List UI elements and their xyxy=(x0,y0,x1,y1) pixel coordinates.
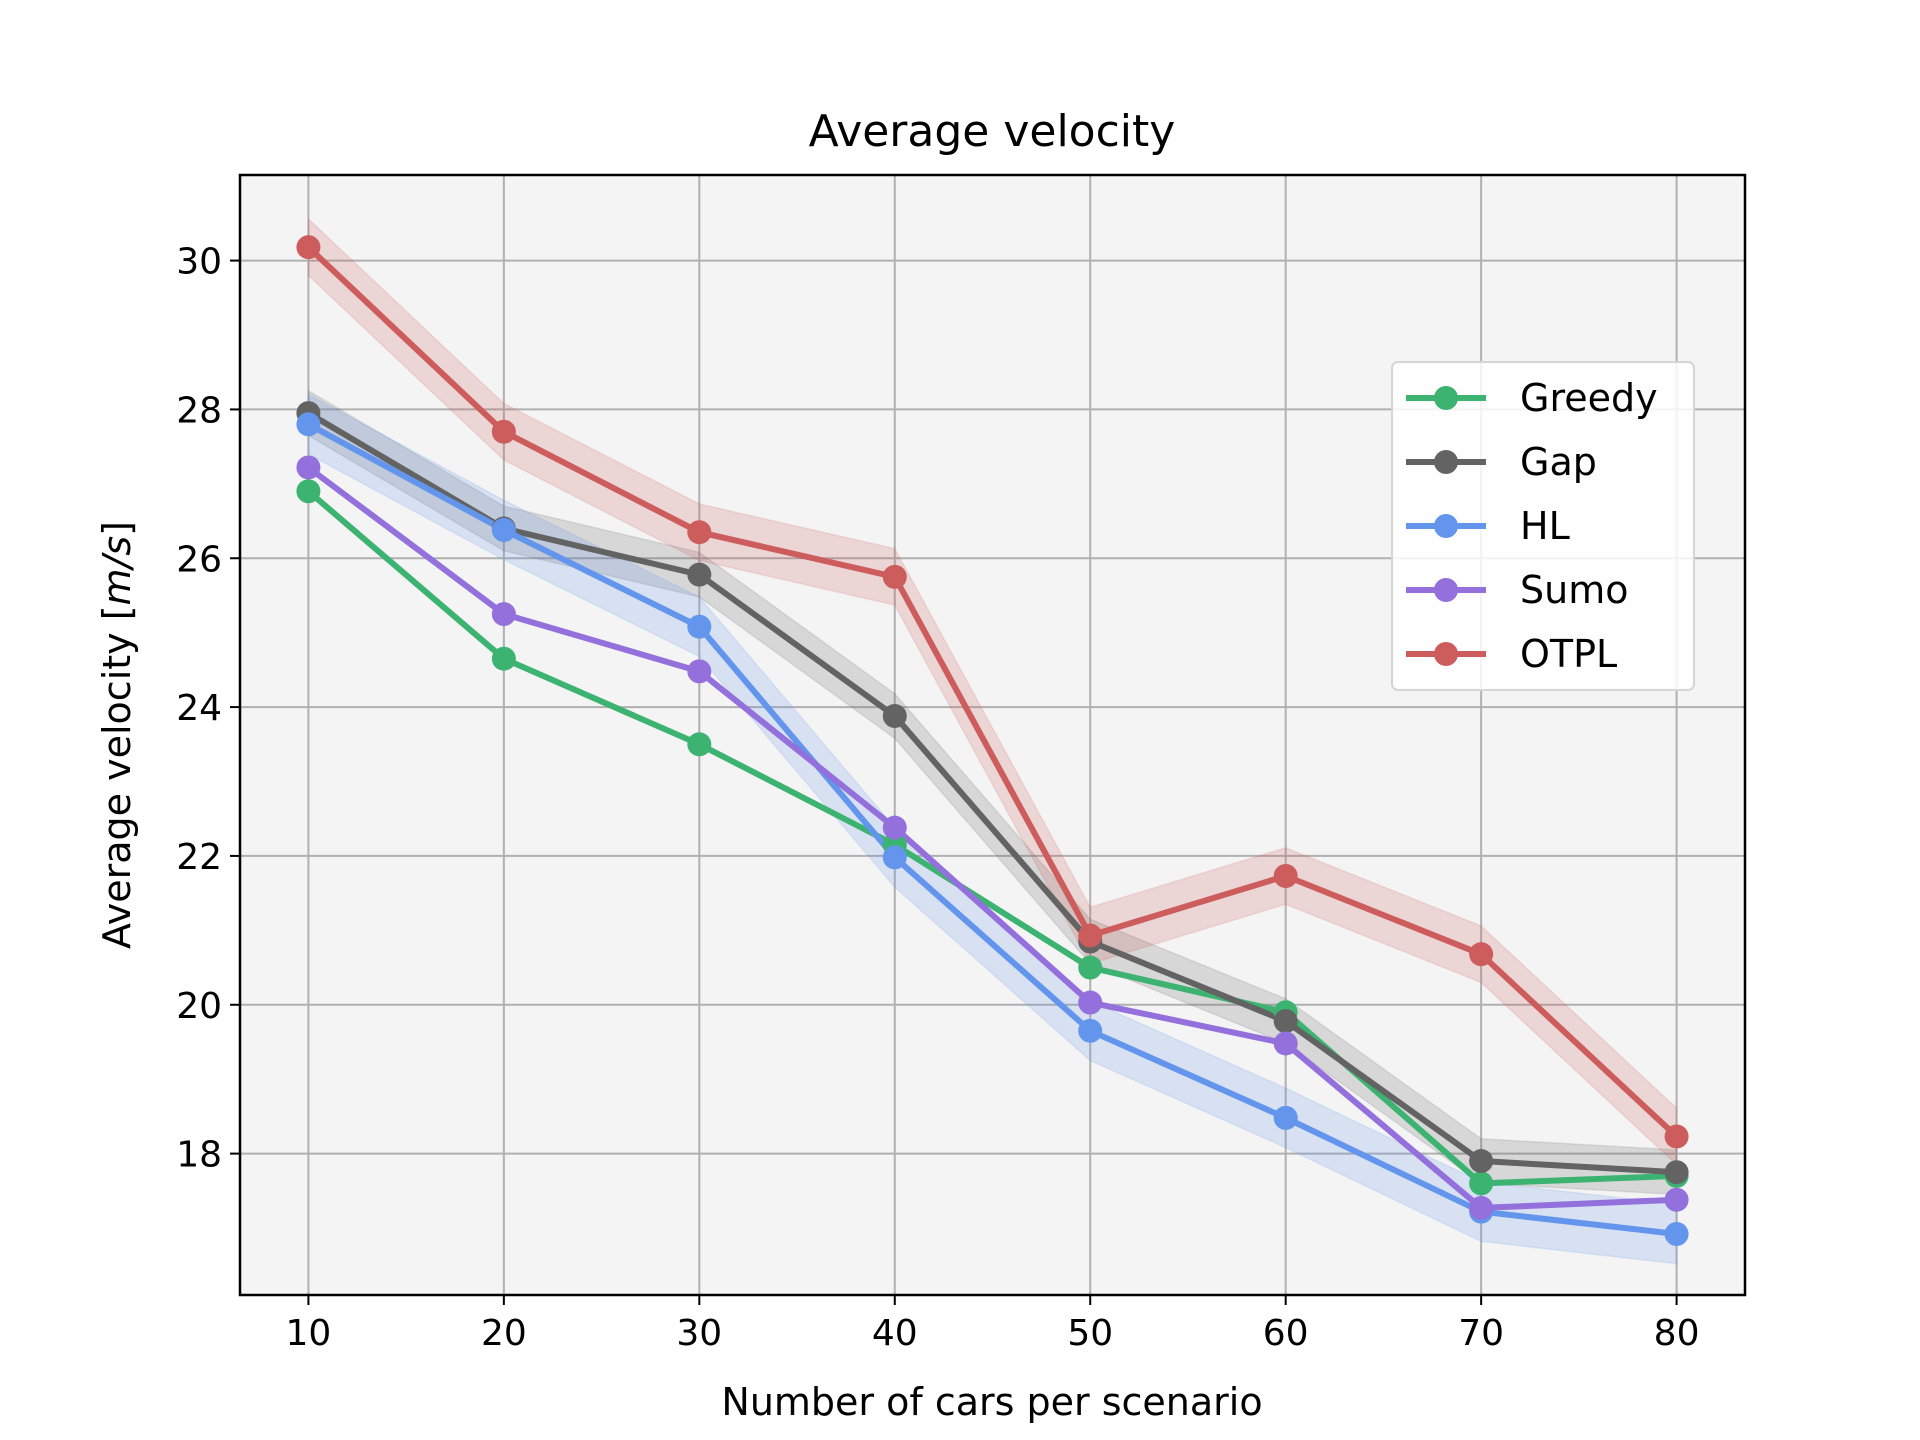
sumo-point xyxy=(687,659,712,684)
hl-point xyxy=(1664,1221,1689,1246)
otpl-point xyxy=(687,520,712,545)
y-tick-label: 20 xyxy=(176,986,222,1027)
legend-frame xyxy=(1391,361,1695,691)
legend-marker-otpl xyxy=(1434,642,1458,666)
series-markers xyxy=(296,235,1689,1246)
y-tick-label: 22 xyxy=(176,837,222,878)
gap-point xyxy=(687,562,712,587)
legend-marker-gap xyxy=(1434,450,1458,474)
y-axis-label: Average velocity [m/s] xyxy=(95,521,139,949)
greedy-point xyxy=(687,732,712,757)
legend: Greedy Gap HL Sumo OTPL xyxy=(1391,361,1695,691)
greedy-point xyxy=(296,479,321,504)
legend-label-greedy: Greedy xyxy=(1520,376,1658,420)
axis-ticks: 10 20 30 40 50 60 70 80 18 20 22 24 26 28 30 xyxy=(176,242,1699,1354)
greedy-point xyxy=(1469,1171,1494,1196)
hl-point xyxy=(296,412,321,437)
gap-point xyxy=(1469,1149,1494,1174)
hl-point xyxy=(1273,1105,1298,1130)
otpl-point xyxy=(1664,1124,1689,1149)
sumo-point xyxy=(1078,990,1103,1015)
sumo-point xyxy=(1273,1031,1298,1056)
legend-label-otpl: OTPL xyxy=(1520,632,1617,676)
gap-point xyxy=(1664,1160,1689,1185)
otpl-point xyxy=(1273,864,1298,889)
y-axis-label-prefix: Average velocity [ xyxy=(95,605,139,949)
plot-frame xyxy=(238,173,1747,1297)
sumo-point xyxy=(1664,1187,1689,1212)
x-tick-label: 30 xyxy=(676,1313,722,1354)
x-tick-label: 60 xyxy=(1263,1313,1309,1354)
sumo-point xyxy=(296,455,321,480)
x-tick-label: 20 xyxy=(481,1313,527,1354)
otpl-point xyxy=(491,419,516,444)
greedy-point xyxy=(491,646,516,671)
x-tick-label: 80 xyxy=(1654,1313,1700,1354)
x-tick-label: 50 xyxy=(1067,1313,1113,1354)
otpl-point xyxy=(882,564,907,589)
legend-marker-sumo xyxy=(1434,578,1458,602)
gap-point xyxy=(1273,1009,1298,1034)
gap-point xyxy=(882,704,907,729)
otpl-point xyxy=(1469,942,1494,967)
greedy-line xyxy=(306,489,1677,1187)
y-tick-label: 28 xyxy=(176,390,222,431)
sumo-point xyxy=(491,602,516,627)
gap-line xyxy=(306,410,1677,1176)
hl-point xyxy=(491,517,516,542)
y-tick-label: 24 xyxy=(176,688,222,729)
y-tick-label: 30 xyxy=(176,242,222,283)
grid xyxy=(240,175,1745,1295)
sumo-point xyxy=(882,815,907,840)
hl-confidence-band xyxy=(307,393,1678,1265)
hl-line xyxy=(306,421,1677,1237)
sumo-line xyxy=(306,465,1677,1211)
otpl-point xyxy=(296,235,321,260)
legend-label-gap: Gap xyxy=(1520,440,1597,484)
hl-point xyxy=(687,614,712,639)
x-tick-label: 40 xyxy=(872,1313,918,1354)
y-axis-label-unit: m/s xyxy=(95,536,139,606)
legend-label-hl: HL xyxy=(1520,504,1570,548)
otpl-point xyxy=(1078,923,1103,948)
series-lines xyxy=(306,245,1679,1237)
legend-marker-greedy xyxy=(1434,386,1458,410)
hl-point xyxy=(1078,1018,1103,1043)
hl-point xyxy=(882,845,907,870)
y-tick-label: 18 xyxy=(176,1135,222,1176)
y-axis-label-suffix: ] xyxy=(95,521,139,536)
otpl-line xyxy=(306,245,1679,1139)
greedy-point xyxy=(1078,955,1103,980)
x-tick-label: 70 xyxy=(1458,1313,1504,1354)
chart-title: Average velocity xyxy=(809,106,1176,157)
x-tick-label: 10 xyxy=(286,1313,332,1354)
x-axis-label: Number of cars per scenario xyxy=(721,1380,1262,1424)
legend-label-sumo: Sumo xyxy=(1520,568,1628,612)
y-tick-label: 26 xyxy=(176,539,222,580)
sumo-point xyxy=(1469,1195,1494,1220)
legend-marker-hl xyxy=(1434,514,1458,538)
